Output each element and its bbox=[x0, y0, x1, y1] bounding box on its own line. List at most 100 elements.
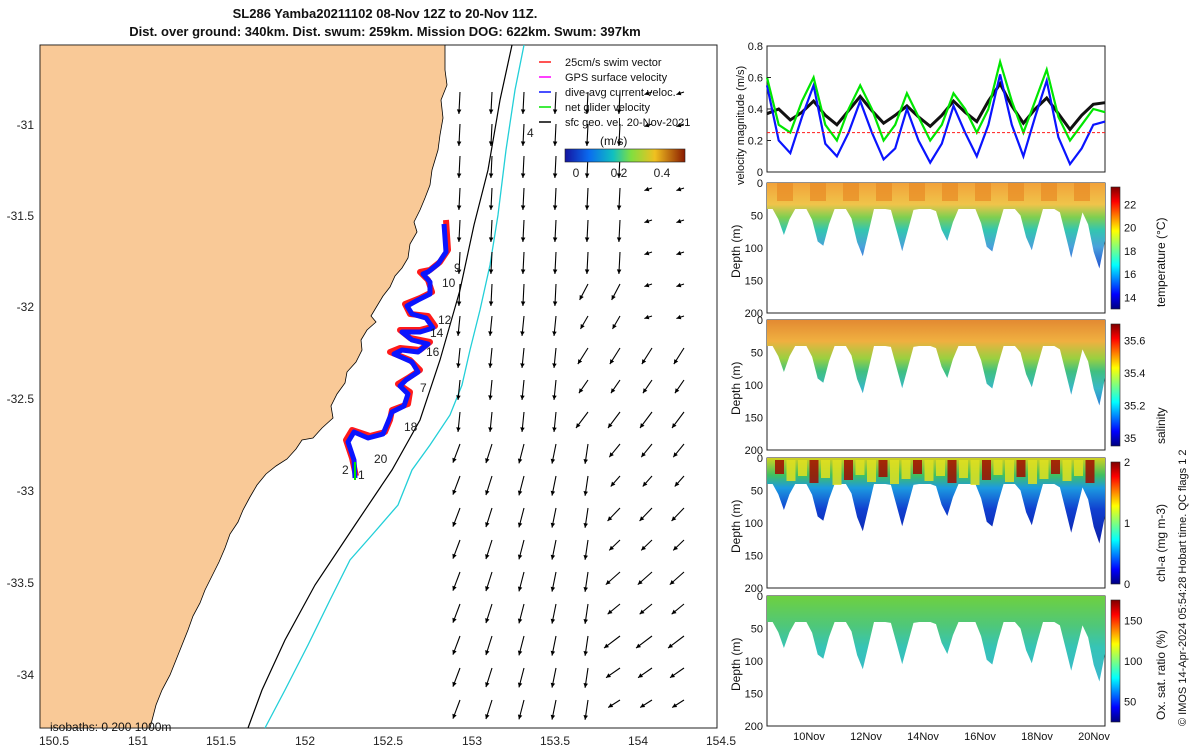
velocity-arrowhead bbox=[644, 314, 650, 320]
velocity-arrowhead bbox=[676, 314, 682, 320]
velocity-arrowhead bbox=[580, 323, 585, 329]
chl-surface-patch bbox=[821, 460, 830, 478]
velocity-arrowhead bbox=[517, 490, 523, 496]
depth-ytick: 200 bbox=[745, 721, 763, 733]
date-xtick: 14Nov bbox=[907, 731, 939, 743]
colorbar-tick: 150 bbox=[1124, 615, 1142, 627]
velocity-arrowhead bbox=[607, 516, 613, 522]
velocity-arrowhead bbox=[552, 331, 557, 336]
velocity-arrowhead bbox=[456, 269, 462, 274]
velocity-ytick: 0.4 bbox=[748, 104, 763, 116]
velocity-arrowhead bbox=[610, 481, 616, 487]
velocity-arrowhead bbox=[520, 427, 525, 432]
lat-tick-label: -31.5 bbox=[7, 209, 35, 223]
velocity-arrowhead bbox=[676, 186, 682, 192]
colorbar-label: temperature (°C) bbox=[1154, 218, 1168, 308]
velocity-arrowhead bbox=[583, 651, 588, 656]
velocity-arrowhead bbox=[456, 109, 462, 114]
velocity-arrowhead bbox=[456, 427, 461, 432]
velocity-arrowhead bbox=[550, 586, 556, 592]
velocity-arrowhead bbox=[520, 331, 525, 336]
velocity-arrowhead bbox=[674, 481, 680, 487]
temp-warm-patch bbox=[777, 183, 793, 201]
velocity-arrowhead bbox=[644, 186, 650, 192]
velocity-arrowhead bbox=[644, 282, 650, 288]
velocity-arrowhead bbox=[452, 649, 457, 655]
chl-surface-patch bbox=[1085, 460, 1095, 483]
chl-surface-patch bbox=[867, 460, 876, 482]
track-day-label: 9 bbox=[454, 261, 461, 275]
velocity-arrowhead bbox=[644, 122, 650, 128]
depth-ytick: 200 bbox=[745, 445, 763, 457]
chl-surface-patch bbox=[913, 460, 922, 474]
velocity-arrowhead bbox=[607, 609, 613, 615]
velocity-arrowhead bbox=[583, 587, 588, 592]
velocity-arrowhead bbox=[550, 458, 556, 464]
velocity-arrowhead bbox=[488, 395, 493, 400]
depth-ytick: 200 bbox=[745, 308, 763, 320]
track-day-label: 20 bbox=[374, 452, 388, 466]
velocity-arrowhead bbox=[609, 359, 615, 365]
velocity-arrowhead bbox=[456, 141, 462, 146]
temp-warm-patch bbox=[1008, 183, 1024, 201]
velocity-arrowhead bbox=[583, 555, 588, 560]
heatmap-field bbox=[767, 183, 1105, 269]
velocity-arrowhead bbox=[456, 395, 461, 400]
chl-surface-patch bbox=[775, 460, 784, 474]
velocity-arrowhead bbox=[670, 673, 675, 678]
track-day-label: 4 bbox=[527, 126, 534, 140]
chl-surface-patch bbox=[936, 460, 945, 476]
track-day-label: 16 bbox=[426, 345, 440, 359]
chl-surface-patch bbox=[1028, 460, 1037, 484]
velocity-series-line bbox=[765, 74, 1106, 167]
colorbar-tick: 50 bbox=[1124, 697, 1136, 709]
legend-label-swim: 25cm/s swim vector bbox=[565, 57, 662, 69]
velocity-arrowhead bbox=[584, 173, 590, 178]
depth-ylabel: Depth (m) bbox=[729, 638, 743, 691]
velocity-arrowhead bbox=[552, 141, 558, 146]
heatmap-panel: 0 50 100 150 200 Depth (m) 50 100 150 Ox. sat. ra… bbox=[729, 591, 1168, 743]
lon-tick-label: 151.5 bbox=[206, 734, 236, 748]
velocity-arrowhead bbox=[485, 682, 490, 688]
velocity-arrowhead bbox=[584, 269, 590, 274]
velocity-arrowhead bbox=[456, 331, 461, 336]
chl-surface-patch bbox=[947, 460, 957, 483]
velocity-arrowhead bbox=[641, 359, 647, 365]
isobath-1000m bbox=[264, 44, 525, 729]
chl-surface-patch bbox=[855, 460, 865, 475]
velocity-arrowhead bbox=[637, 579, 643, 585]
velocity-arrowhead bbox=[583, 459, 588, 464]
colorbar-tick: 35.4 bbox=[1124, 368, 1145, 380]
lat-tick-label: -32 bbox=[17, 300, 35, 314]
velocity-arrowhead bbox=[452, 521, 457, 527]
velocity-arrowhead bbox=[488, 363, 493, 368]
colorbar-tick: 1 bbox=[1124, 518, 1130, 530]
velocity-arrowhead bbox=[552, 269, 558, 274]
lat-tick-label: -32.5 bbox=[7, 392, 35, 406]
chl-surface-patch bbox=[1074, 460, 1083, 476]
heatmap-colorbar bbox=[1110, 599, 1121, 723]
velocity-arrowhead bbox=[485, 618, 490, 624]
velocity-arrowhead bbox=[640, 703, 646, 708]
temp-warm-patch bbox=[942, 183, 958, 201]
map-colorbar-tick-2: 0.4 bbox=[654, 166, 671, 180]
temp-warm-patch bbox=[1074, 183, 1090, 201]
map-colorbar-unit: (m/s) bbox=[600, 134, 627, 148]
velocity-arrowhead bbox=[552, 205, 558, 210]
velocity-arrowhead bbox=[488, 301, 494, 306]
velocity-arrowhead bbox=[488, 331, 493, 336]
velocity-arrowhead bbox=[520, 237, 526, 242]
track-day-label: 7 bbox=[420, 381, 427, 395]
velocity-arrowhead bbox=[520, 173, 526, 178]
colorbar-tick: 16 bbox=[1124, 269, 1136, 281]
colorbar-tick: 35.2 bbox=[1124, 400, 1145, 412]
track-day-label: 14 bbox=[430, 326, 444, 340]
velocity-arrowhead bbox=[452, 489, 457, 495]
velocity-arrowhead bbox=[616, 237, 622, 242]
velocity-arrowhead bbox=[552, 395, 557, 400]
velocity-arrowhead bbox=[676, 282, 682, 288]
velocity-arrowhead bbox=[583, 491, 588, 496]
depth-ytick: 0 bbox=[757, 315, 763, 327]
lon-tick-label: 152 bbox=[295, 734, 315, 748]
